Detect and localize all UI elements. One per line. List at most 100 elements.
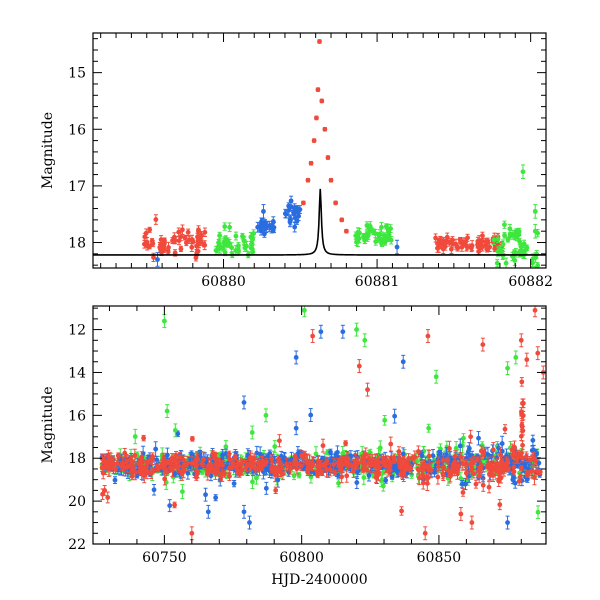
data-point bbox=[459, 479, 465, 489]
data-point bbox=[404, 461, 410, 469]
top-plot-frame bbox=[92, 32, 547, 269]
data-point bbox=[172, 237, 177, 245]
data-point bbox=[292, 453, 298, 460]
data-point bbox=[315, 471, 321, 479]
y-tick-label: 12 bbox=[68, 323, 86, 339]
x-tick-label: 60882 bbox=[508, 274, 553, 290]
x-axis-label: HJD-2400000 bbox=[271, 572, 367, 588]
data-point bbox=[99, 453, 105, 464]
data-point bbox=[176, 459, 182, 473]
data-point bbox=[356, 359, 362, 373]
data-point bbox=[355, 227, 361, 239]
data-point bbox=[505, 515, 510, 530]
data-point bbox=[325, 155, 331, 160]
data-point bbox=[391, 453, 397, 462]
data-point bbox=[447, 470, 453, 483]
data-point bbox=[122, 447, 128, 459]
data-point bbox=[383, 223, 389, 230]
data-point bbox=[189, 242, 195, 252]
data-point bbox=[263, 458, 269, 467]
data-point bbox=[277, 457, 283, 468]
data-point bbox=[293, 421, 299, 436]
data-point bbox=[344, 468, 350, 483]
data-point bbox=[260, 456, 265, 466]
data-point bbox=[468, 429, 474, 444]
data-point bbox=[453, 459, 459, 473]
data-point bbox=[343, 440, 348, 447]
data-point bbox=[447, 440, 452, 457]
y-tick-label: 18 bbox=[68, 451, 86, 467]
data-point bbox=[445, 456, 451, 464]
data-point bbox=[185, 228, 191, 236]
data-point bbox=[244, 240, 249, 252]
data-point bbox=[324, 461, 329, 478]
data-point bbox=[458, 507, 464, 521]
data-point bbox=[261, 221, 267, 233]
data-point bbox=[167, 499, 173, 513]
y-tick-label: 20 bbox=[68, 494, 86, 510]
data-point bbox=[284, 457, 289, 471]
data-point bbox=[463, 478, 468, 491]
data-point bbox=[112, 476, 118, 485]
bottom-plot-frame bbox=[92, 305, 547, 545]
data-point bbox=[458, 452, 464, 462]
x-tick-label: 60881 bbox=[355, 274, 400, 290]
data-point bbox=[304, 454, 310, 471]
data-point bbox=[168, 463, 173, 473]
data-point bbox=[203, 487, 208, 502]
data-point bbox=[420, 469, 426, 480]
data-point bbox=[523, 451, 529, 463]
data-point bbox=[419, 460, 425, 473]
data-point bbox=[151, 467, 156, 474]
data-point bbox=[151, 252, 156, 263]
x-tick-label: 60880 bbox=[201, 274, 246, 290]
data-point bbox=[243, 462, 249, 473]
y-tick-label: 14 bbox=[68, 365, 86, 381]
data-point bbox=[283, 210, 289, 219]
data-point bbox=[164, 404, 170, 418]
data-point bbox=[476, 468, 482, 484]
data-point bbox=[480, 337, 486, 352]
data-point bbox=[511, 249, 517, 256]
data-point bbox=[336, 479, 341, 488]
data-point bbox=[227, 222, 233, 233]
data-point bbox=[442, 242, 448, 251]
data-point bbox=[144, 465, 150, 475]
data-point bbox=[520, 410, 526, 421]
data-point bbox=[394, 239, 400, 255]
data-point bbox=[250, 455, 256, 465]
data-point bbox=[469, 515, 475, 530]
x-tick-label: 60850 bbox=[417, 550, 462, 566]
data-point bbox=[349, 458, 355, 473]
data-point bbox=[379, 222, 384, 233]
data-point bbox=[153, 214, 159, 225]
data-point bbox=[165, 458, 171, 466]
data-point bbox=[430, 449, 436, 463]
data-point bbox=[473, 479, 479, 489]
data-point bbox=[161, 314, 167, 328]
data-point bbox=[273, 461, 278, 475]
data-point bbox=[247, 515, 252, 530]
data-point bbox=[502, 424, 508, 435]
data-point bbox=[196, 225, 201, 235]
data-point bbox=[194, 451, 200, 466]
data-point bbox=[343, 228, 349, 234]
y-tick-label: 16 bbox=[68, 122, 86, 138]
data-point bbox=[532, 204, 538, 219]
data-point bbox=[532, 223, 538, 239]
data-point bbox=[519, 452, 525, 463]
model-curve bbox=[93, 188, 546, 256]
data-point bbox=[535, 262, 541, 268]
data-point bbox=[452, 450, 458, 463]
data-point bbox=[181, 462, 187, 469]
data-point bbox=[426, 449, 432, 463]
data-point bbox=[255, 458, 261, 467]
data-point bbox=[166, 241, 171, 253]
data-point bbox=[480, 448, 486, 458]
data-point bbox=[308, 408, 314, 422]
data-point bbox=[425, 463, 431, 471]
data-point bbox=[520, 440, 525, 451]
data-point bbox=[176, 227, 182, 237]
data-point bbox=[213, 452, 219, 465]
data-point bbox=[364, 221, 370, 230]
